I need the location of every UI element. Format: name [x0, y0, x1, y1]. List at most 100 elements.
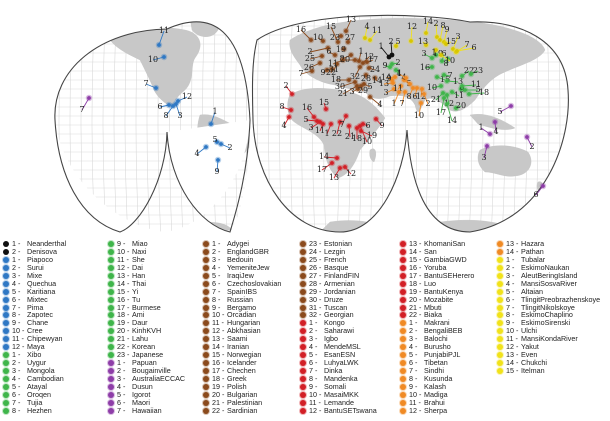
legend-population-name: Pima [27, 302, 44, 312]
population-point: 24 [365, 64, 380, 74]
legend-marker-icon [400, 272, 406, 279]
point-label: 2 [227, 143, 232, 152]
point-label: 18 [479, 88, 489, 97]
legend-marker-icon [3, 328, 9, 335]
legend-marker-icon [108, 264, 114, 271]
point-label: 20 [340, 55, 350, 64]
point-label: 4 [401, 73, 406, 82]
point-label: 13 [379, 79, 389, 88]
legend-number: 5 - [12, 381, 21, 391]
population-point: 12 [416, 85, 426, 101]
legend-marker-icon [108, 375, 114, 382]
legend-population-name: Han [132, 270, 146, 280]
population-point: 18 [465, 88, 489, 98]
legend-marker-icon [203, 352, 209, 359]
legend-population-name: MansiKondaRiver [521, 334, 578, 344]
legend-population-name: Chechen [227, 366, 256, 375]
point-label: 24 [370, 65, 380, 74]
legend-population-name: Maori [132, 397, 150, 407]
legend-number: 21 - [212, 397, 225, 407]
population-point: 1 [391, 88, 403, 108]
legend-number: 15 - [506, 366, 519, 375]
legend-number: 23 - [309, 239, 322, 248]
point-label: 4 [281, 121, 286, 130]
point-label: 10 [313, 33, 323, 42]
legend-number: 3 - [309, 334, 318, 344]
legend-number: 13 - [506, 350, 519, 360]
population-point: 16 [302, 103, 318, 121]
legend-population-name: EsanESN [324, 350, 356, 360]
legend-population-name: Tibetan [424, 358, 448, 368]
legend-number: 8 - [12, 405, 21, 415]
population-point: 14 [319, 152, 341, 162]
population-point: 5 [212, 135, 221, 146]
legend-population-name: BantuKenya [424, 286, 464, 296]
legend-population-name: Cree [27, 326, 43, 336]
point-label: 14 [447, 116, 457, 125]
point-label: 25 [305, 54, 315, 63]
population-point: 10 [148, 53, 168, 64]
legend-marker-icon [203, 256, 209, 263]
population-point: 13 [329, 164, 344, 182]
legend-marker-icon [497, 272, 503, 279]
point-label: 3 [421, 49, 426, 58]
legend-number: 8 - [212, 294, 221, 304]
legend-population-name: Lahu [132, 334, 148, 344]
point-label: 10 [148, 55, 158, 64]
point-label: 19 [336, 45, 346, 54]
legend-population-name: Kusunda [424, 373, 453, 383]
legend-marker-icon [400, 328, 406, 335]
legend-marker-icon [400, 336, 406, 343]
legend-number: 3 - [212, 254, 221, 264]
legend-marker-icon [300, 383, 306, 390]
legend-population-name: Madiga [424, 389, 448, 399]
legend-number: 8 - [409, 373, 418, 383]
point-label: 15 [326, 22, 336, 31]
legend-population-name: Ami [132, 310, 145, 320]
legend-population-name: KinhKVH [132, 326, 162, 336]
legend-number: 14 - [212, 342, 225, 352]
legend-population-name: GambiaGWD [424, 254, 467, 264]
point-label: 14 [319, 152, 329, 161]
population-point: 11 [393, 82, 405, 93]
point-label: 2 [529, 142, 534, 151]
point-label: 6 [157, 102, 162, 111]
legend-marker-icon [300, 328, 306, 335]
legend-marker-icon [497, 248, 503, 255]
population-point: 12 [341, 163, 356, 178]
legend-number: 24 - [309, 246, 322, 256]
legend-number: 1 - [212, 239, 221, 248]
legend-number: 14 - [117, 278, 130, 288]
legend-number: 15 - [117, 286, 130, 296]
legend-number: 8 - [12, 310, 21, 320]
point-label: 3 [308, 123, 313, 132]
legend-marker-icon [300, 360, 306, 367]
legend-number: 22 - [409, 310, 422, 320]
legend-marker-icon [300, 241, 306, 247]
legend-population-name: EskimoNaukan [521, 262, 570, 272]
legend-population-name: Mongola [27, 366, 55, 375]
legend-population-name: Jordanian [324, 286, 356, 296]
population-point: 16 [296, 25, 315, 44]
population-point: 1 [478, 123, 494, 138]
legend-marker-icon [3, 288, 9, 295]
legend-population-name: Japanese [132, 350, 164, 360]
legend-population-name: Bougainville [132, 366, 171, 375]
legend-population-name: Burusho [424, 342, 451, 352]
point-label: 3 [349, 87, 354, 96]
legend-number: 31 - [309, 302, 322, 312]
legend-marker-icon [3, 312, 9, 319]
legend-number: 7 - [12, 302, 21, 312]
legend-number: 2 - [309, 326, 318, 336]
legend-marker-icon [203, 383, 209, 390]
legend-population-name: Altaian [521, 286, 543, 296]
population-point: 21 [431, 89, 447, 104]
legend-population-name: TlingitPreobrazhenskoye [521, 294, 601, 304]
legend-population-name: FinlandFIN [324, 270, 360, 280]
legend-marker-icon [300, 296, 306, 303]
population-point: 6 [412, 84, 421, 101]
legend-marker-icon [3, 280, 9, 287]
point-label: 12 [182, 92, 192, 101]
legend-marker-icon [400, 383, 406, 390]
legend-marker-icon [203, 241, 209, 247]
